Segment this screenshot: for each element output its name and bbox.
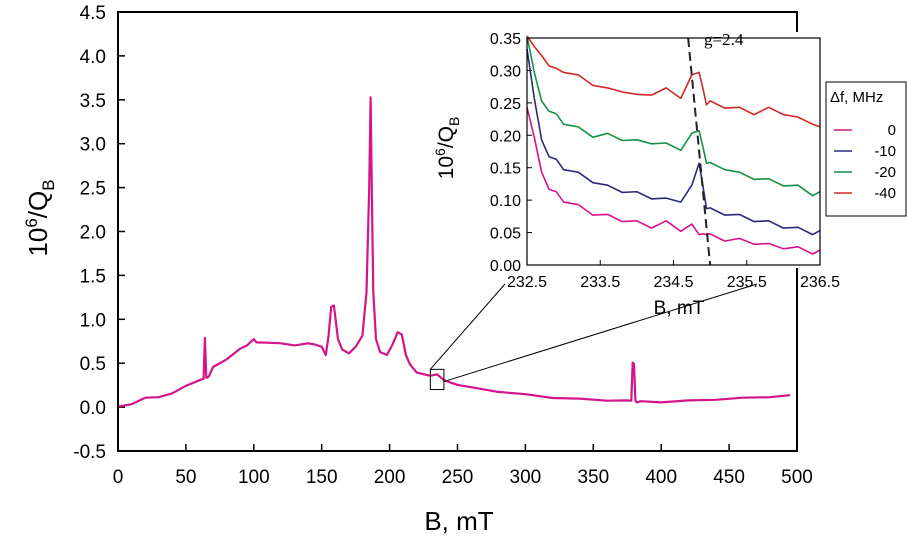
legend: Δf, MHz 0 -10 -20 -40 [825,81,907,217]
zoom-box [429,368,445,391]
main-x-axis-label: B, mT [424,506,493,536]
main-x-tick-label: 200 [374,467,406,488]
inset-series-line [526,107,821,255]
inset-x-tick-label: 232.5 [507,274,547,291]
main-x-tick-label: 350 [577,467,609,488]
inset-y-tick-label: 0.00 [490,258,521,275]
zoom-connector-line [443,283,758,383]
legend-title: Δf, MHz [830,89,883,106]
main-x-tick-label: 0 [113,467,124,488]
inset-axis-ticks: 232.5 233.5 234.5 235.5 236.5 0.00 0.05 0.10 0.1… [490,31,840,291]
main-y-tick-label: 1.5 [80,266,106,287]
main-y-tick-label: 4.5 [80,3,106,24]
main-y-axis-label: 106/QB [22,179,58,256]
legend-item-label: -40 [874,185,896,202]
inset-x-tick-label: 233.5 [580,274,620,291]
inset-series-line [526,35,821,197]
main-y-tick-label: 1.0 [80,310,106,331]
main-x-tick-label: 450 [713,467,745,488]
legend-item-label: -20 [874,164,896,181]
inset-plot-frame [526,37,821,266]
main-y-tick-label: 3.5 [80,91,106,112]
main-y-tick-label: 0.5 [80,354,106,375]
inset-x-tick-label: 235.5 [727,274,767,291]
inset-x-axis-label: B, mT [654,298,705,319]
inset-y-tick-label: 0.35 [490,31,521,48]
main-x-tick-label: 300 [510,467,542,488]
zoom-connector-line [429,283,506,370]
g-factor-label: g=2.4 [704,30,744,49]
inset-series-line [526,48,821,236]
main-y-tick-label: -0.5 [73,442,106,463]
main-y-tick-label: 4.0 [80,47,106,68]
legend-item-label: -10 [874,143,896,160]
inset-y-tick-label: 0.30 [490,63,521,80]
legend-item-label: 0 [888,122,896,139]
inset-background [525,32,825,268]
inset-y-tick-label: 0.15 [490,161,521,178]
main-chart: 0 50 100 150 200 250 300 350 400 450 500 -0.5 0.0 0.5… [22,3,813,536]
inset-x-tick-label: 234.5 [653,274,693,291]
inset-y-tick-label: 0.25 [490,96,521,113]
main-y-tick-label: 2.5 [80,179,106,200]
main-axis-ticks: 0 50 100 150 200 250 300 350 400 450 500 -0.5 0.0 0.5… [73,3,813,488]
main-series [117,96,791,408]
g-factor-dashed-line [687,37,712,266]
inset-annotation: g=2.4 [687,30,766,266]
main-x-tick-label: 500 [781,467,813,488]
g-label-background [700,30,766,50]
main-x-tick-label: 400 [645,467,677,488]
main-x-tick-label: 150 [306,467,338,488]
inset-y-tick-label: 0.20 [490,128,521,145]
inset-y-tick-label: 0.10 [490,193,521,210]
inset-series [526,35,821,255]
main-x-tick-label: 50 [175,467,196,488]
main-y-tick-label: 2.0 [80,223,106,244]
inset-y-tick-label: 0.05 [490,226,521,243]
inset-y-axis-label: 106/QB [432,117,462,180]
main-x-tick-label: 250 [442,467,474,488]
main-x-tick-label: 100 [238,467,270,488]
inset-chart: 232.5 233.5 234.5 235.5 236.5 0.00 0.05 0.10 0.1… [432,30,907,319]
inset-x-tick-label: 236.5 [800,274,840,291]
main-series-line [117,96,791,408]
inset-series-line [526,35,821,128]
main-y-tick-label: 0.0 [80,398,106,419]
main-y-tick-label: 3.0 [80,135,106,156]
legend-items: 0 -10 -20 -40 [834,122,896,202]
